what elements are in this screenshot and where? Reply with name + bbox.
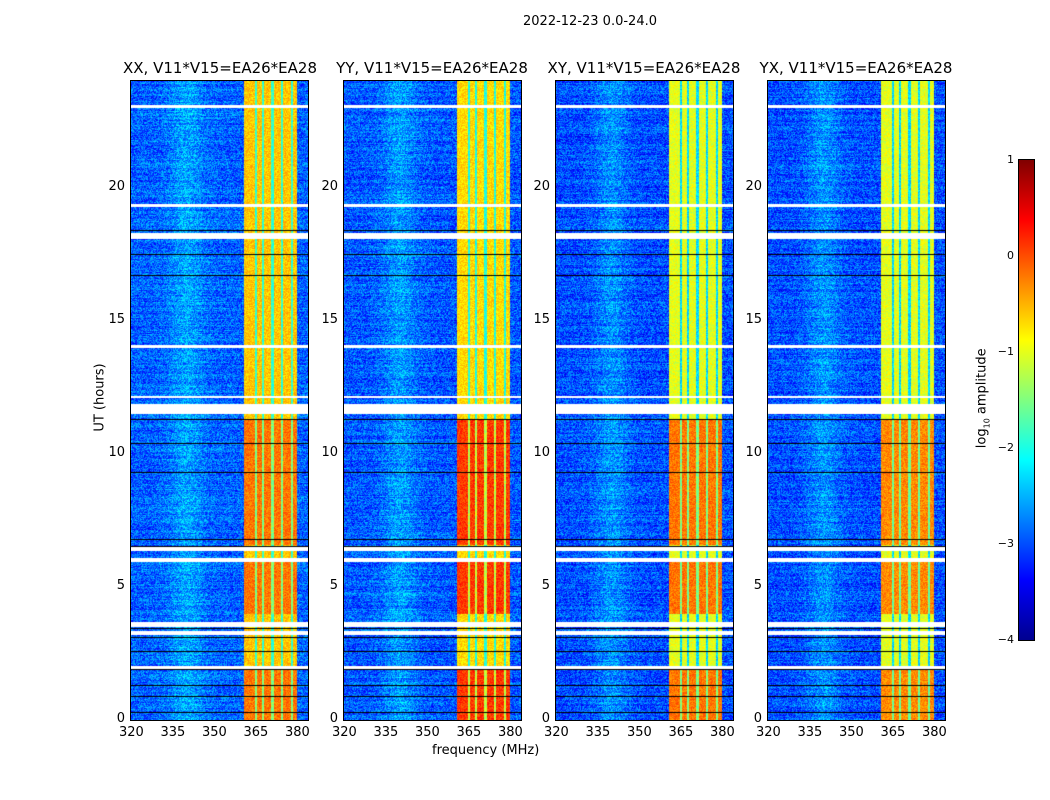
colorbar-tick-label: −2 [997, 441, 1014, 454]
y-tick-label-xy: 0 [541, 711, 550, 726]
panel-yx [767, 80, 946, 721]
x-tick-label-xy: 335 [585, 725, 611, 740]
heatmap-xy [556, 81, 733, 720]
x-tick-label-yy: 380 [497, 725, 523, 740]
x-tick-label-yy: 350 [414, 725, 440, 740]
y-tick-label-yx: 0 [753, 711, 762, 726]
x-tick-label-yx: 350 [838, 725, 864, 740]
colorbar-tick-label: −4 [997, 633, 1014, 646]
y-axis-label: UT (hours) [92, 363, 108, 432]
heatmap-yy [344, 81, 521, 720]
x-tick-label-xy: 365 [668, 725, 694, 740]
colorbar-label: log10 amplitude [974, 348, 992, 449]
y-tick-label-xy: 20 [533, 178, 550, 194]
y-tick-label-xx: 20 [108, 178, 125, 194]
colorbar-tick-label: −1 [997, 345, 1014, 358]
colorbar-tick-label: 1 [1007, 153, 1014, 166]
x-tick-label-xy: 320 [544, 725, 569, 740]
y-tick-label-xx: 15 [108, 311, 125, 327]
x-tick-label-yx: 365 [880, 725, 906, 740]
panel-title-xx: XX, V11*V15=EA26*EA28 [122, 59, 317, 77]
heatmap-xx [131, 81, 308, 720]
x-tick-label-xy: 350 [626, 725, 652, 740]
y-tick-label-yy: 10 [321, 444, 338, 460]
panel-title-yy: YY, V11*V15=EA26*EA28 [336, 59, 528, 77]
y-tick-label-yy: 15 [321, 311, 338, 327]
panel-xy [555, 80, 734, 721]
colorbar-tick-label: 0 [1007, 249, 1014, 262]
y-tick-label-yy: 0 [329, 711, 338, 726]
y-tick-label-yy: 20 [321, 178, 338, 194]
colorbar-tick-label: −3 [997, 537, 1014, 550]
y-tick-label-yy: 5 [329, 577, 338, 593]
y-tick-label-xx: 5 [116, 577, 125, 593]
x-tick-label-yy: 320 [332, 725, 357, 740]
x-tick-label-xy: 380 [709, 725, 735, 740]
y-tick-label-xy: 5 [541, 577, 550, 593]
y-tick-label-xy: 10 [533, 444, 550, 460]
panel-title-yx: YX, V11*V15=EA26*EA28 [759, 59, 953, 77]
x-axis-label: frequency (MHz) [432, 743, 540, 758]
heatmap-yx [768, 81, 945, 720]
y-tick-label-yx: 10 [745, 444, 762, 460]
panel-xx [130, 80, 309, 721]
x-tick-label-xx: 365 [243, 725, 269, 740]
x-tick-label-yy: 335 [373, 725, 399, 740]
y-tick-label-xx: 0 [116, 711, 125, 726]
x-tick-label-yx: 320 [756, 725, 781, 740]
y-tick-label-yx: 5 [753, 577, 762, 593]
x-tick-label-xx: 335 [160, 725, 186, 740]
x-tick-label-xx: 320 [119, 725, 144, 740]
y-tick-label-yx: 20 [745, 178, 762, 194]
figure-title: 2022-12-23 0.0-24.0 [523, 14, 657, 29]
y-tick-label-xy: 15 [533, 311, 550, 327]
x-tick-label-xx: 380 [284, 725, 310, 740]
x-tick-label-yy: 365 [456, 725, 482, 740]
colorbar [1018, 159, 1035, 641]
panel-yy [343, 80, 522, 721]
panel-title-xy: XY, V11*V15=EA26*EA28 [547, 59, 741, 77]
x-tick-label-yx: 380 [921, 725, 947, 740]
y-tick-label-xx: 10 [108, 444, 125, 460]
y-tick-label-yx: 15 [745, 311, 762, 327]
x-tick-label-yx: 335 [797, 725, 823, 740]
x-tick-label-xx: 350 [201, 725, 227, 740]
